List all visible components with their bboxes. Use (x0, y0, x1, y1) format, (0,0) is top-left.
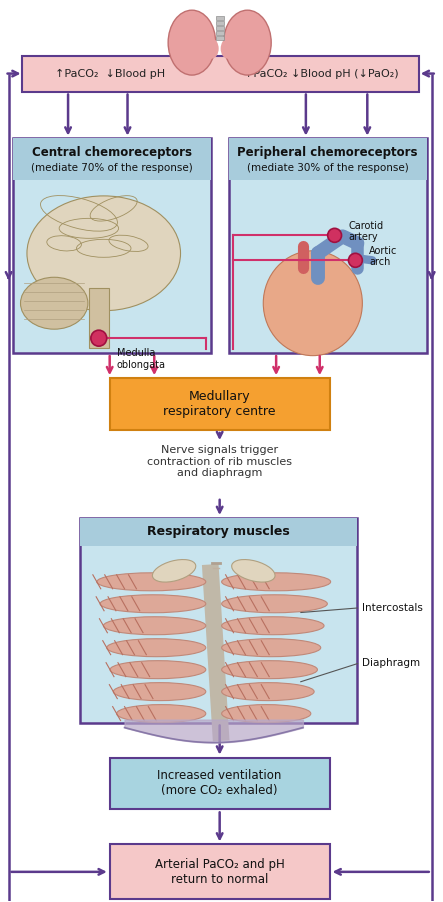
Text: Medulla
oblongata: Medulla oblongata (117, 348, 166, 370)
Text: Carotid
artery: Carotid artery (349, 220, 384, 242)
Ellipse shape (263, 251, 362, 355)
Ellipse shape (222, 704, 311, 723)
Bar (216, 21, 224, 24)
Ellipse shape (222, 639, 321, 657)
Ellipse shape (222, 617, 324, 635)
Ellipse shape (224, 10, 271, 75)
Ellipse shape (152, 559, 196, 582)
Circle shape (349, 253, 362, 267)
Circle shape (91, 330, 107, 346)
Ellipse shape (97, 573, 206, 591)
Text: ↑PaCO₂ ↓Blood pH (↓PaO₂): ↑PaCO₂ ↓Blood pH (↓PaO₂) (245, 69, 399, 78)
Bar (110, 844, 330, 899)
Text: (mediate 70% of the response): (mediate 70% of the response) (31, 163, 193, 173)
Bar (89, 289, 109, 348)
Ellipse shape (27, 196, 181, 310)
Ellipse shape (100, 594, 206, 612)
Bar (12, 139, 211, 354)
Text: Intercostals: Intercostals (362, 603, 423, 612)
Ellipse shape (110, 660, 206, 678)
Bar (229, 139, 427, 180)
Ellipse shape (232, 559, 275, 582)
Text: Central chemoreceptors: Central chemoreceptors (31, 146, 192, 159)
Ellipse shape (20, 277, 88, 329)
Text: Diaphragm: Diaphragm (362, 658, 420, 667)
Bar (216, 36, 224, 40)
Bar (110, 758, 330, 809)
Ellipse shape (117, 704, 206, 723)
Text: ↑PaCO₂  ↓Blood pH: ↑PaCO₂ ↓Blood pH (54, 69, 165, 78)
Ellipse shape (168, 10, 216, 75)
Ellipse shape (222, 660, 318, 678)
Ellipse shape (222, 594, 327, 612)
Bar (216, 15, 224, 20)
Bar (12, 139, 211, 180)
Text: Arterial PaCO₂ and pH
return to normal: Arterial PaCO₂ and pH return to normal (155, 858, 284, 886)
Text: Peripheral chemoreceptors: Peripheral chemoreceptors (237, 146, 418, 159)
Ellipse shape (113, 683, 206, 701)
Bar (23, 56, 419, 92)
Bar (80, 518, 358, 546)
Text: Medullary
respiratory centre: Medullary respiratory centre (163, 390, 276, 418)
Bar (80, 518, 358, 723)
Ellipse shape (107, 639, 206, 657)
Ellipse shape (221, 39, 234, 59)
Text: Aortic
arch: Aortic arch (369, 245, 398, 267)
Ellipse shape (205, 39, 219, 59)
Ellipse shape (222, 683, 314, 701)
Text: Increased ventilation
(more CO₂ exhaled): Increased ventilation (more CO₂ exhaled) (157, 769, 282, 797)
Text: (mediate 30% of the response): (mediate 30% of the response) (247, 163, 408, 173)
Text: Respiratory muscles: Respiratory muscles (148, 525, 290, 538)
Bar (216, 25, 224, 30)
Bar (110, 378, 330, 430)
Bar (216, 31, 224, 34)
Ellipse shape (222, 573, 330, 591)
Bar (229, 139, 427, 354)
Ellipse shape (103, 617, 206, 635)
Circle shape (328, 228, 342, 243)
Text: Nerve signals trigger
contraction of rib muscles
and diaphragm: Nerve signals trigger contraction of rib… (147, 445, 292, 478)
